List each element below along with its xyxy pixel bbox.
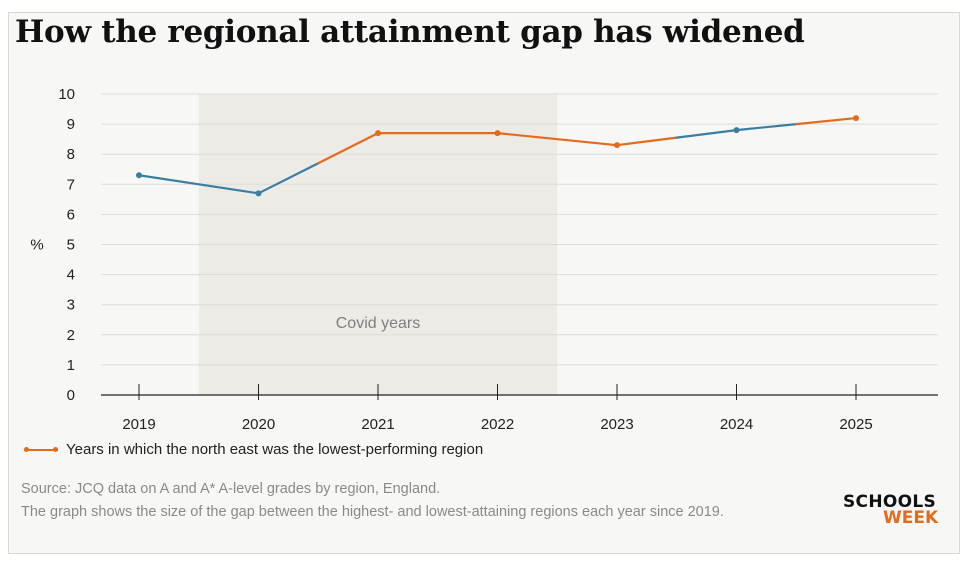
- logo-line-1: SCHOOLS: [843, 492, 937, 512]
- explanation-note: The graph shows the size of the gap betw…: [21, 504, 724, 520]
- chart-title: How the regional attainment gap has wide…: [15, 14, 805, 50]
- y-tick-label: 1: [67, 357, 75, 374]
- covid-years-label: Covid years: [336, 315, 420, 332]
- y-tick-label: 7: [67, 176, 75, 193]
- line-segment-2022-2023: [496, 132, 619, 147]
- logo-line-2: WEEK: [883, 508, 939, 528]
- data-point-2020: [255, 190, 262, 197]
- data-point-2024: [733, 127, 740, 134]
- line-segment-2019-2020: [137, 174, 260, 195]
- y-tick-label: 10: [58, 86, 75, 103]
- line-segment-2023-b: [675, 129, 738, 139]
- schools-week-logo: SCHOOLS WEEK: [843, 492, 939, 528]
- legend-label: Years in which the north east was the lo…: [66, 441, 484, 458]
- y-tick-label: 8: [67, 146, 75, 163]
- data-point-2022: [494, 130, 501, 137]
- line-segment-2020-a: [257, 162, 320, 195]
- data-point-2021: [375, 130, 381, 137]
- y-axis-label: %: [30, 237, 43, 254]
- legend-swatch: [24, 444, 58, 456]
- data-point-2019: [136, 172, 142, 179]
- x-tick-label: 2021: [361, 416, 394, 433]
- y-tick-label: 3: [67, 297, 75, 314]
- y-tick-label: 5: [67, 237, 75, 254]
- source-note: Source: JCQ data on A and A* A-level gra…: [21, 481, 441, 497]
- data-point-2023: [614, 142, 620, 149]
- x-tick-label: 2022: [481, 416, 514, 433]
- y-tick-label: 6: [67, 206, 75, 223]
- line-segment-2020-b: [317, 132, 380, 165]
- y-tick-label: 0: [67, 387, 75, 404]
- x-tick-label: 2023: [600, 416, 633, 433]
- x-tick-label: 2024: [720, 416, 753, 433]
- line-segment-2023-a: [615, 136, 678, 147]
- x-tick-label: 2020: [242, 416, 275, 433]
- legend: Years in which the north east was the lo…: [24, 441, 483, 458]
- x-tick-label: 2019: [122, 416, 155, 433]
- line-segment-2024-a: [735, 122, 798, 132]
- x-tick-label: 2025: [839, 416, 872, 433]
- line-chart: 0 1 2 3 4 5 6 7 8 9 10% Covid years 2019 2020 2021 2022…: [30, 86, 938, 433]
- y-tick-label: 4: [67, 267, 75, 284]
- y-tick-label: 9: [67, 116, 75, 133]
- data-point-2025: [853, 115, 859, 122]
- y-tick-label: 2: [67, 327, 75, 344]
- line-segment-2024-b: [795, 116, 858, 126]
